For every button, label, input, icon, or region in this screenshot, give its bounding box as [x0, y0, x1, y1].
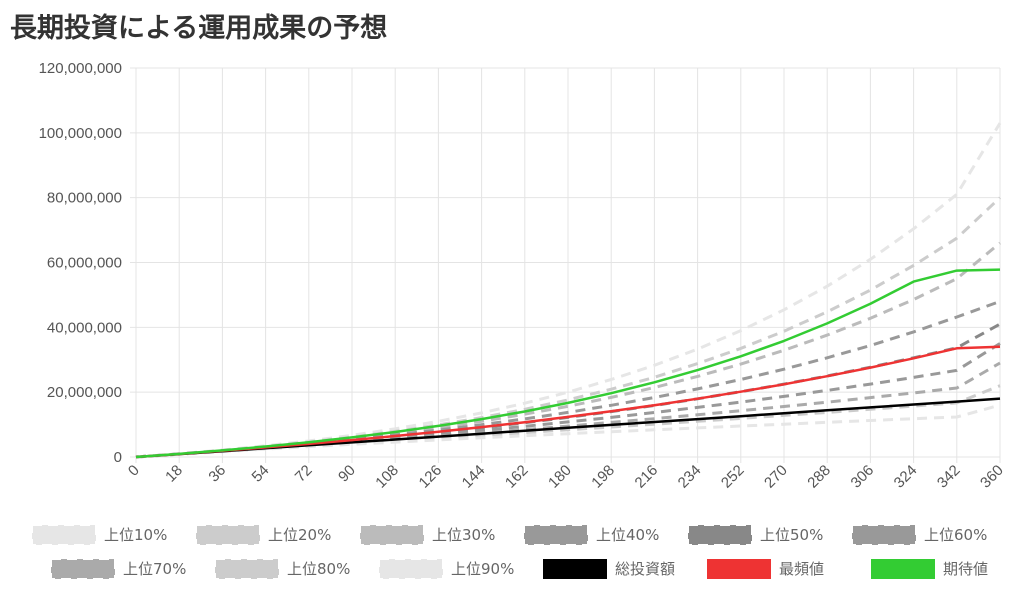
legend-swatch: [523, 524, 589, 546]
x-tick-label: 198: [588, 462, 618, 492]
legend-item[interactable]: 上位70%: [50, 558, 186, 580]
x-tick-label: 162: [502, 462, 532, 492]
x-tick-label: 288: [804, 462, 834, 492]
legend-swatch: [359, 524, 425, 546]
legend-swatch: [214, 558, 280, 580]
y-tick-label: 20,000,000: [47, 384, 122, 401]
legend-swatch: [871, 559, 935, 579]
y-tick-label: 0: [114, 449, 122, 466]
legend-label: 上位50%: [760, 526, 823, 544]
legend-label: 上位90%: [451, 560, 514, 578]
series-lines: [135, 122, 1002, 459]
x-tick-label: 90: [335, 462, 359, 486]
y-tick-label: 40,000,000: [47, 319, 122, 336]
legend-swatch: [378, 558, 444, 580]
legend-swatch: [707, 559, 771, 579]
legend-label: 上位40%: [596, 526, 659, 544]
legend-item[interactable]: 上位80%: [214, 558, 350, 580]
legend-label: 上位60%: [924, 526, 987, 544]
legend-label: 期待値: [943, 560, 988, 578]
x-axis-ticks: 0 18 36 54 72 90 108 126 144 162 180 198 216 234 252 27…: [125, 462, 1007, 492]
series-line-12: [135, 268, 1001, 459]
legend-item[interactable]: 上位10%: [31, 524, 167, 546]
x-tick-label: 234: [675, 462, 705, 492]
x-tick-label: 180: [545, 462, 575, 492]
legend-item[interactable]: 上位40%: [523, 524, 659, 546]
legend-label: 上位80%: [287, 560, 350, 578]
x-tick-label: 18: [162, 462, 186, 486]
y-tick-label: 120,000,000: [39, 60, 122, 77]
x-tick-label: 252: [718, 462, 748, 492]
legend-label: 上位10%: [104, 526, 167, 544]
legend-swatch: [687, 524, 753, 546]
legend-label: 上位20%: [268, 526, 331, 544]
y-axis-ticks: 0 20,000,000 40,000,000 60,000,000 80,000,00…: [39, 60, 122, 466]
legend-label: 最頻値: [779, 560, 824, 578]
x-tick-label: 72: [292, 462, 316, 486]
x-tick-label: 126: [416, 462, 446, 492]
y-tick-label: 60,000,000: [47, 255, 122, 272]
legend: 上位10% 上位20% 上位30% 上位40% 上位50% 上位60% 上位70% 上位80%…: [31, 524, 988, 580]
legend-item[interactable]: 上位50%: [687, 524, 823, 546]
legend-item[interactable]: 上位60%: [851, 524, 987, 546]
y-tick-label: 80,000,000: [47, 190, 122, 207]
x-tick-label: 144: [459, 462, 489, 492]
x-tick-label: 0: [125, 462, 143, 480]
legend-swatch: [851, 524, 917, 546]
legend-swatch: [31, 524, 97, 546]
x-tick-label: 36: [205, 462, 229, 486]
x-tick-label: 216: [632, 462, 662, 492]
x-tick-label: 342: [934, 462, 964, 492]
x-tick-label: 360: [977, 462, 1007, 492]
x-tick-label: 270: [761, 462, 791, 492]
legend-label: 上位70%: [123, 560, 186, 578]
chart-title: 長期投資による運用成果の予想: [10, 13, 388, 44]
x-tick-label: 306: [848, 462, 878, 492]
x-tick-label: 324: [891, 462, 921, 492]
legend-item[interactable]: 上位30%: [359, 524, 495, 546]
legend-swatch: [195, 524, 261, 546]
legend-item[interactable]: 最頻値: [707, 559, 824, 579]
legend-item[interactable]: 上位20%: [195, 524, 331, 546]
legend-swatch: [543, 559, 607, 579]
legend-item[interactable]: 期待値: [871, 559, 988, 579]
legend-item[interactable]: 総投資額: [543, 559, 675, 579]
grid-lines: [130, 67, 1001, 463]
y-tick-label: 100,000,000: [39, 125, 122, 142]
legend-label: 総投資額: [615, 560, 675, 578]
legend-item[interactable]: 上位90%: [378, 558, 514, 580]
x-tick-label: 54: [249, 462, 273, 486]
legend-label: 上位30%: [432, 526, 495, 544]
legend-swatch: [50, 558, 116, 580]
x-tick-label: 108: [372, 462, 402, 492]
